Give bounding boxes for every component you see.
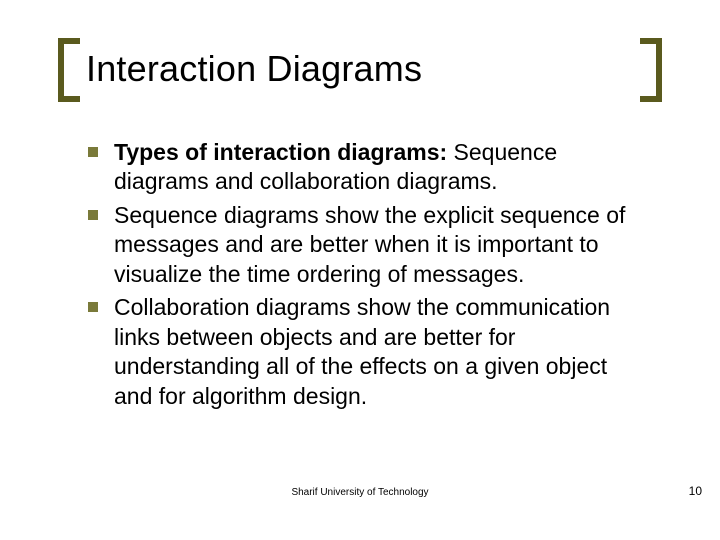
bullet-icon	[88, 201, 114, 220]
list-item: Collaboration diagrams show the communic…	[88, 293, 648, 411]
list-item: Types of interaction diagrams: Sequence …	[88, 138, 648, 197]
footer-text: Sharif University of Technology	[0, 487, 720, 498]
list-item-text: Types of interaction diagrams: Sequence …	[114, 138, 648, 197]
rest-text: Collaboration diagrams show the communic…	[114, 294, 610, 408]
bullet-icon	[88, 293, 114, 312]
slide: Interaction Diagrams Types of interactio…	[0, 0, 720, 540]
bold-lead: Types of interaction diagrams:	[114, 139, 447, 165]
list-item-text: Collaboration diagrams show the communic…	[114, 293, 648, 411]
bullet-icon	[88, 138, 114, 157]
page-number: 10	[689, 484, 702, 498]
list-item: Sequence diagrams show the explicit sequ…	[88, 201, 648, 289]
bracket-right-icon	[640, 38, 662, 102]
list-item-text: Sequence diagrams show the explicit sequ…	[114, 201, 648, 289]
rest-text: Sequence diagrams show the explicit sequ…	[114, 202, 625, 287]
bracket-left-icon	[58, 38, 80, 102]
body-content: Types of interaction diagrams: Sequence …	[88, 138, 648, 415]
title-container: Interaction Diagrams	[58, 38, 662, 102]
slide-title: Interaction Diagrams	[86, 48, 422, 90]
